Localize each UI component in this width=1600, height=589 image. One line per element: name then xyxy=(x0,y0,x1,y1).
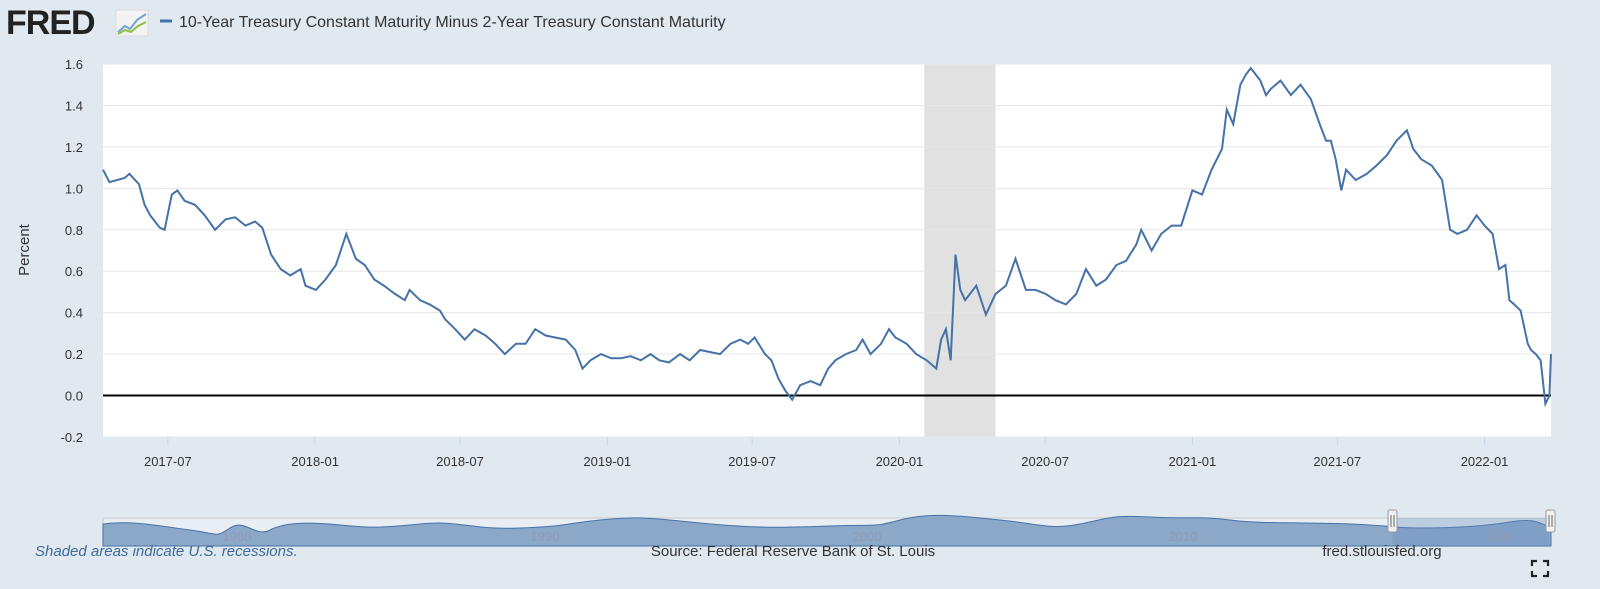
navigator[interactable]: 1980 1990 2000 2010 2020 xyxy=(102,509,1556,547)
y-tick-label: 0.2 xyxy=(65,347,83,362)
navigator-handle-left[interactable] xyxy=(1387,509,1398,533)
series-line xyxy=(102,66,1552,408)
navigator-year-label: 1980 xyxy=(223,529,252,544)
navigator-year-label: 2010 xyxy=(1169,529,1198,544)
y-axis-title: Percent xyxy=(16,223,33,276)
x-tick-label: 2019-07 xyxy=(728,454,776,469)
x-tick-label: 2019-01 xyxy=(583,454,631,469)
logo-graph-icon xyxy=(115,9,149,37)
fred-logo[interactable]: FRED xyxy=(6,4,149,42)
recession-shade xyxy=(924,64,996,437)
y-tick-label: -0.2 xyxy=(61,430,83,445)
x-tick-label: 2021-07 xyxy=(1313,454,1361,469)
y-tick-label: 1.2 xyxy=(65,140,83,155)
navigator-year-label: 2020 xyxy=(1486,529,1515,544)
site-link[interactable]: fred.stlouisfed.org xyxy=(1322,543,1441,560)
y-tick-label: 1.4 xyxy=(65,98,83,113)
y-tick-label: 0.6 xyxy=(65,264,83,279)
x-tick-label: 2017-07 xyxy=(144,454,192,469)
y-tick-label: 1.0 xyxy=(65,181,83,196)
plot-area xyxy=(103,64,1551,437)
y-tick-label: 0.8 xyxy=(65,223,83,238)
x-tick-label: 2018-07 xyxy=(436,454,484,469)
navigator-year-label: 2000 xyxy=(853,529,882,544)
navigator-selection[interactable] xyxy=(1393,518,1549,546)
y-tick-label: 0.4 xyxy=(65,306,83,321)
x-tick-label: 2018-01 xyxy=(291,454,339,469)
x-tick-label: 2022-01 xyxy=(1461,454,1509,469)
recession-note-link[interactable]: Shaded areas indicate U.S. recessions. xyxy=(35,543,298,560)
x-tick-label: 2020-07 xyxy=(1021,454,1069,469)
x-tick-label: 2020-01 xyxy=(876,454,924,469)
fullscreen-icon[interactable] xyxy=(1530,559,1550,578)
navigator-series xyxy=(102,514,1552,547)
legend-series-title[interactable]: 10-Year Treasury Constant Maturity Minus… xyxy=(179,14,726,31)
navigator-year-label: 1990 xyxy=(531,529,560,544)
logo-text: FRED xyxy=(6,4,95,42)
y-tick-label: 0.0 xyxy=(65,389,83,404)
y-tick-label: 1.6 xyxy=(65,57,83,72)
navigator-handle-right[interactable] xyxy=(1545,509,1556,533)
x-tick-label: 2021-01 xyxy=(1169,454,1217,469)
source-text: Source: Federal Reserve Bank of St. Loui… xyxy=(651,543,935,560)
